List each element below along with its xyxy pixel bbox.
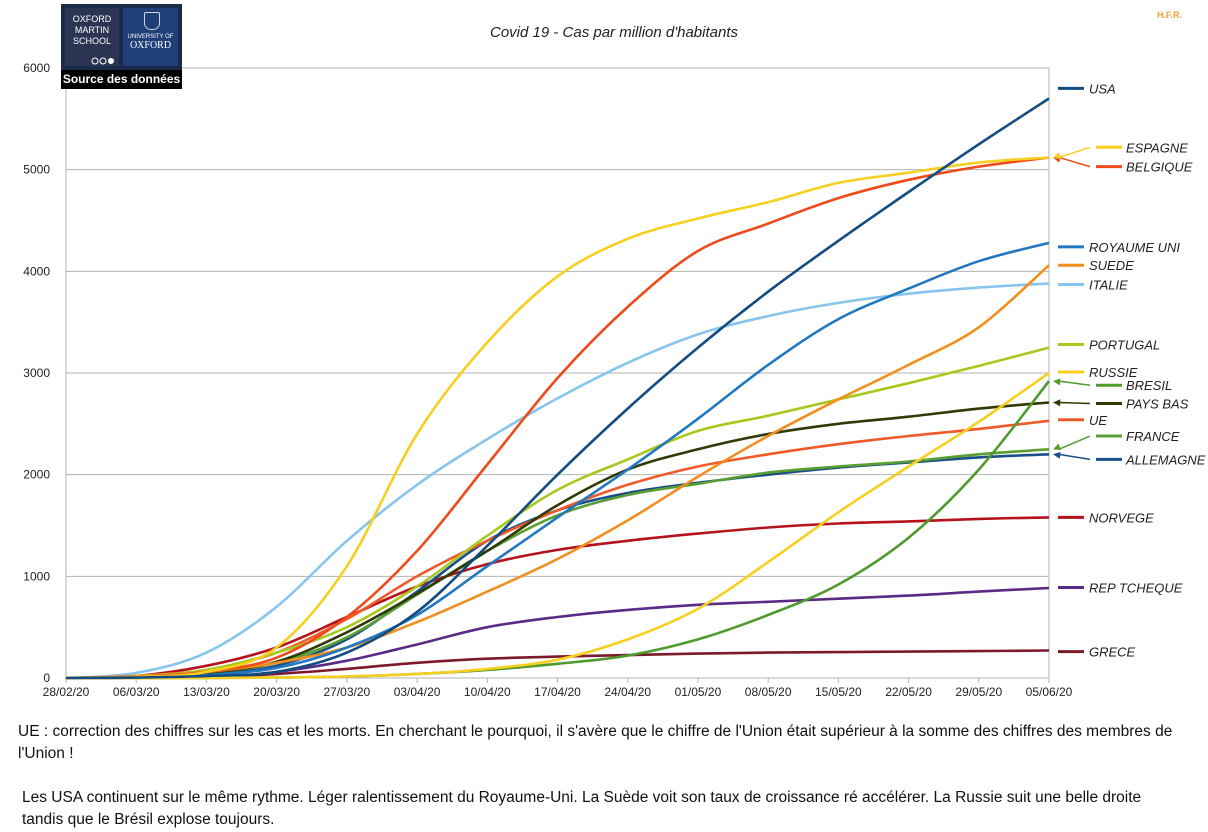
note-eu-correction: UE : correction des chiffres sur les cas… — [18, 723, 1173, 762]
legend-arrow — [1058, 146, 1091, 159]
y-tick-label: 4000 — [23, 264, 50, 278]
legend-label-suede: SUEDE — [1089, 258, 1134, 273]
x-tick-label: 29/05/20 — [955, 685, 1002, 699]
legend-arrow — [1058, 435, 1091, 450]
series-line-russie — [65, 371, 1050, 680]
legend-arrowhead — [1053, 451, 1061, 459]
x-tick-label: 10/04/20 — [464, 685, 511, 699]
university-of-text: UNIVERSITY OF — [127, 34, 174, 40]
y-tick-label: 0 — [43, 671, 50, 685]
data-source-caption: Source des données — [61, 70, 182, 89]
legend-label-belgique: BELGIQUE — [1126, 160, 1193, 175]
series-line-italie — [65, 282, 1050, 680]
y-tick-label: 6000 — [23, 61, 50, 75]
legend-label-pays-bas: PAYS BAS — [1126, 397, 1189, 412]
note-trends: Les USA continuent sur le même rythme. L… — [22, 789, 1142, 828]
series-line-allemagne — [65, 453, 1050, 680]
series-lines — [65, 97, 1051, 680]
y-tick-label: 3000 — [23, 366, 50, 380]
legend-arrow — [1058, 401, 1091, 405]
legend-label-italie: ITALIE — [1089, 278, 1128, 293]
legend-label-norvege: NORVEGE — [1089, 510, 1154, 525]
x-tick-label: 17/04/20 — [534, 685, 581, 699]
series-line-usa — [65, 97, 1050, 680]
x-tick-label: 05/06/20 — [1026, 685, 1073, 699]
x-tick-label: 20/03/20 — [253, 685, 300, 699]
series-line-espagne — [65, 156, 1050, 680]
crest-icon — [144, 12, 160, 30]
dots-icon — [91, 57, 114, 65]
legend-label-allemagne: ALLEMAGNE — [1125, 452, 1206, 467]
y-tick-label: 1000 — [23, 569, 50, 583]
university-of-oxford-emblem: UNIVERSITY OF OXFORD — [123, 8, 178, 66]
hfr-watermark: H.F.R. — [1157, 10, 1183, 20]
legend-arrow — [1058, 156, 1091, 168]
legend-label-espagne: ESPAGNE — [1126, 140, 1188, 155]
x-tick-label: 01/05/20 — [675, 685, 722, 699]
oxford-martin-logo[interactable]: OXFORD MARTIN SCHOOL UNIVERSITY OF OXFOR… — [61, 4, 182, 89]
series-line-belgique — [65, 156, 1050, 680]
y-tick-label: 2000 — [23, 468, 50, 482]
legend-arrow — [1058, 380, 1091, 386]
legend-arrowhead — [1053, 378, 1061, 386]
y-tick-labels: 0 1000 2000 3000 4000 5000 6000 — [23, 61, 50, 685]
chart-canvas: Covid 19 - Cas par million d'habitants 0… — [23, 24, 1206, 699]
x-tick-label: 03/04/20 — [394, 685, 441, 699]
legend-arrowhead — [1053, 152, 1061, 159]
oxford-text: OXFORD — [129, 40, 172, 51]
gridlines — [65, 67, 1050, 683]
x-tick-label: 27/03/20 — [323, 685, 370, 699]
legend-label-ue: UE — [1089, 413, 1107, 428]
x-tick-labels: 28/02/20 06/03/20 13/03/20 20/03/20 27/03/20… — [43, 685, 1073, 699]
series-line-norvege — [65, 516, 1050, 680]
legend-label-portugal: PORTUGAL — [1089, 338, 1160, 353]
x-tick-label: 28/02/20 — [43, 685, 90, 699]
legend-arrow — [1058, 453, 1091, 461]
x-tick-label: 24/04/20 — [604, 685, 651, 699]
x-tick-label: 15/05/20 — [815, 685, 862, 699]
legend-label-rep-tcheque: REP TCHEQUE — [1089, 581, 1183, 596]
legend: GRECE REP TCHEQUE NORVEGE ALLEMAGNE FRANCE UE… — [1053, 81, 1206, 660]
series-line-royaume-uni — [65, 241, 1050, 680]
chart-title: Covid 19 - Cas par million d'habitants — [490, 24, 738, 41]
x-tick-label: 06/03/20 — [113, 685, 160, 699]
legend-label-grece: GRECE — [1089, 645, 1136, 660]
x-tick-label: 08/05/20 — [745, 685, 792, 699]
series-line-grece — [65, 649, 1050, 680]
x-tick-label: 22/05/20 — [885, 685, 932, 699]
series-line-bresil — [65, 380, 1051, 680]
legend-arrowhead — [1053, 399, 1061, 407]
series-line-portugal — [65, 346, 1050, 680]
oxford-martin-school-text: OXFORD MARTIN SCHOOL — [65, 8, 119, 66]
series-line-france — [65, 448, 1050, 680]
legend-label-royaume-uni: ROYAUME UNI — [1089, 240, 1180, 255]
legend-label-usa: USA — [1089, 81, 1116, 96]
legend-arrowhead — [1053, 443, 1061, 451]
y-tick-label: 5000 — [23, 163, 50, 177]
x-tick-label: 13/03/20 — [183, 685, 230, 699]
legend-label-bresil: BRESIL — [1126, 378, 1172, 393]
legend-label-france: FRANCE — [1126, 429, 1180, 444]
legend-label-russie: RUSSIE — [1089, 365, 1138, 380]
series-line-pays-bas — [65, 401, 1050, 680]
